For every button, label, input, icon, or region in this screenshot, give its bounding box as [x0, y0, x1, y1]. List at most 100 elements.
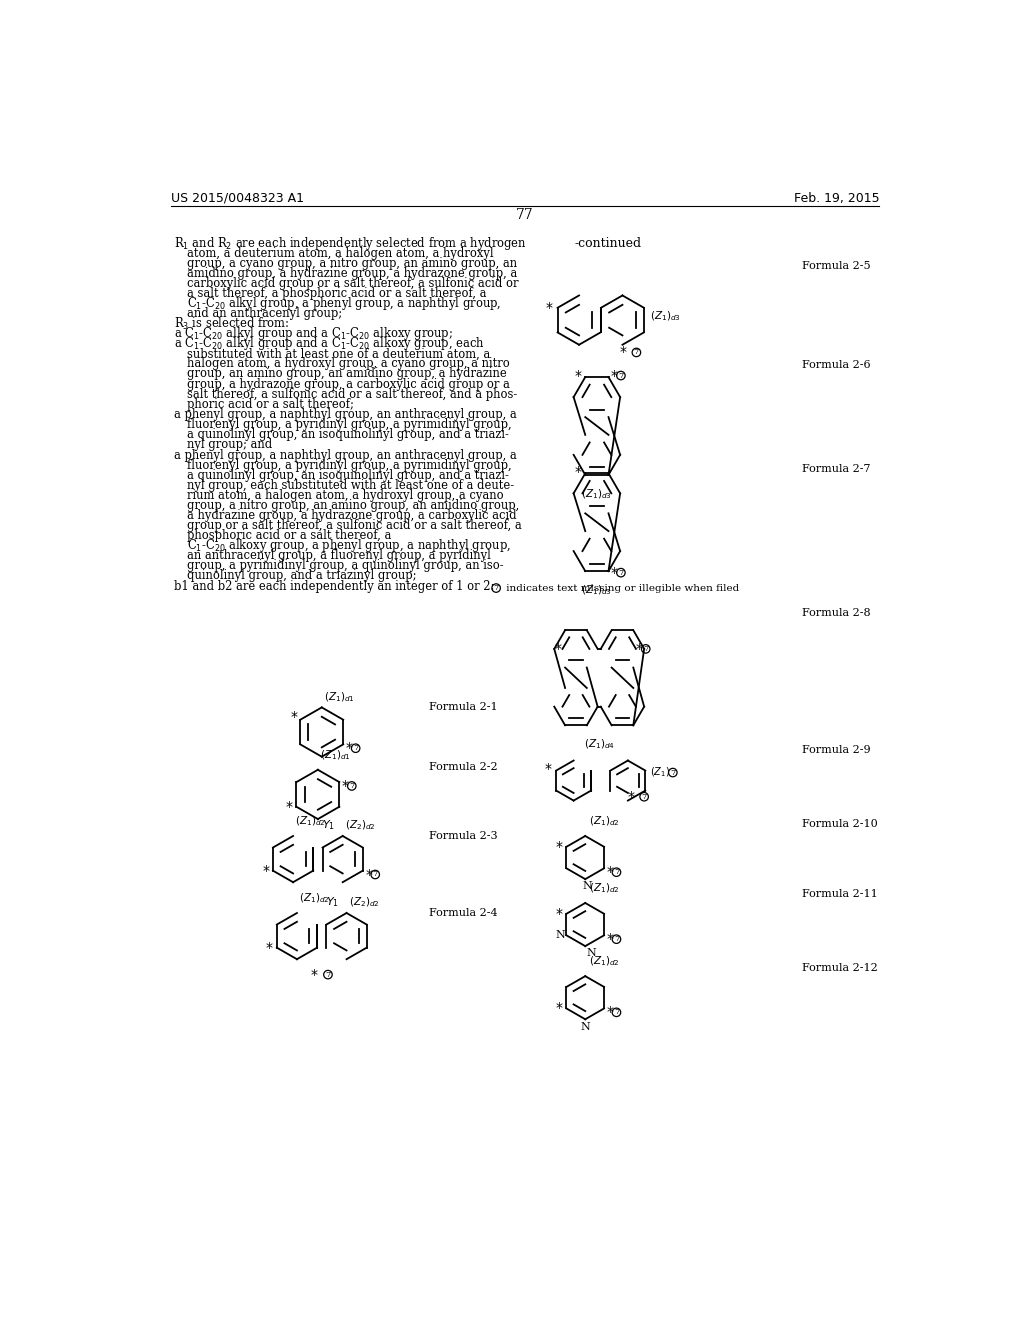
Text: 7: 7: [494, 583, 499, 593]
Text: *: *: [342, 779, 349, 793]
Text: N: N: [583, 882, 593, 891]
Text: 7: 7: [670, 768, 676, 776]
Text: R$_1$ and R$_2$ are each independently selected from a hydrogen: R$_1$ and R$_2$ are each independently s…: [174, 235, 527, 252]
Text: 7: 7: [326, 970, 331, 978]
Text: *: *: [266, 941, 273, 954]
Text: Formula 2-3: Formula 2-3: [429, 832, 498, 841]
Text: *: *: [627, 789, 634, 804]
Text: phoric acid or a salt thereof;: phoric acid or a salt thereof;: [187, 397, 353, 411]
Text: C$_1$-C$_{20}$ alkoxy group, a phenyl group, a naphthyl group,: C$_1$-C$_{20}$ alkoxy group, a phenyl gr…: [187, 537, 511, 554]
Text: $(Z_2)_{d2}$: $(Z_2)_{d2}$: [345, 818, 376, 832]
Text: R$_3$ is selected from:: R$_3$ is selected from:: [174, 315, 290, 333]
Text: *: *: [546, 301, 553, 314]
Text: group or a salt thereof, a sulfonic acid or a salt thereof, a: group or a salt thereof, a sulfonic acid…: [187, 519, 521, 532]
Text: $(Z_1)_{d3}$: $(Z_1)_{d3}$: [582, 583, 612, 597]
Text: *: *: [606, 932, 613, 946]
Text: fluorenyl group, a pyridinyl group, a pyrimidinyl group,: fluorenyl group, a pyridinyl group, a py…: [187, 418, 512, 432]
Text: $(Z_2)_{d2}$: $(Z_2)_{d2}$: [349, 895, 380, 909]
Text: *: *: [574, 465, 582, 479]
Text: a C$_1$-C$_{20}$ alkyl group and a C$_1$-C$_{20}$ alkoxy group, each: a C$_1$-C$_{20}$ alkyl group and a C$_1$…: [174, 335, 485, 352]
Text: carboxylic acid group or a salt thereof, a sulfonic acid or: carboxylic acid group or a salt thereof,…: [187, 277, 518, 289]
Text: *: *: [556, 1002, 562, 1015]
Text: group, a hydrazone group, a carboxylic acid group or a: group, a hydrazone group, a carboxylic a…: [187, 378, 510, 391]
Text: 7: 7: [618, 569, 624, 577]
Text: *: *: [345, 742, 352, 755]
Text: phosphoric acid or a salt thereof, a: phosphoric acid or a salt thereof, a: [187, 529, 391, 543]
Text: 7: 7: [373, 870, 378, 879]
Text: *: *: [636, 642, 643, 656]
Text: $(Z_1)_{d4}$: $(Z_1)_{d4}$: [584, 738, 614, 751]
Text: b1 and b2 are each independently an integer of 1 or 2:: b1 and b2 are each independently an inte…: [174, 579, 495, 593]
Text: Formula 2-7: Formula 2-7: [802, 463, 870, 474]
Text: *: *: [606, 1006, 613, 1019]
Text: a phenyl group, a naphthyl group, an anthracenyl group, a: a phenyl group, a naphthyl group, an ant…: [174, 408, 517, 421]
Text: group, an amino group, an amidino group, a hydrazine: group, an amino group, an amidino group,…: [187, 367, 507, 380]
Text: Formula 2-8: Formula 2-8: [802, 607, 870, 618]
Text: $(Z_1)_{d2}$: $(Z_1)_{d2}$: [589, 814, 620, 829]
Text: 7: 7: [634, 348, 639, 356]
Text: *: *: [554, 642, 561, 656]
Text: 7: 7: [641, 793, 647, 801]
Text: quinolinyl group, and a triazinyl group;: quinolinyl group, and a triazinyl group;: [187, 569, 417, 582]
Text: C$_1$-C$_{20}$ alkyl group, a phenyl group, a naphthyl group,: C$_1$-C$_{20}$ alkyl group, a phenyl gro…: [187, 294, 501, 312]
Text: *: *: [545, 762, 552, 776]
Text: Formula 2-6: Formula 2-6: [802, 360, 870, 370]
Text: group, a pyrimidinyl group, a quinolinyl group, an iso-: group, a pyrimidinyl group, a quinolinyl…: [187, 560, 504, 573]
Text: $(Z_1)_{d2}$: $(Z_1)_{d2}$: [589, 954, 620, 969]
Text: Formula 2-1: Formula 2-1: [429, 702, 498, 711]
Text: 77: 77: [516, 207, 534, 222]
Text: $Y_1$: $Y_1$: [326, 895, 339, 909]
Text: Formula 2-9: Formula 2-9: [802, 744, 870, 755]
Text: 7: 7: [613, 1008, 620, 1016]
Text: $(Z_1)_{d2}$: $(Z_1)_{d2}$: [299, 892, 330, 906]
Text: $(Z_1)$: $(Z_1)$: [649, 766, 670, 779]
Text: Formula 2-4: Formula 2-4: [429, 908, 498, 917]
Text: 7: 7: [353, 744, 358, 752]
Text: N: N: [555, 931, 565, 940]
Text: Formula 2-5: Formula 2-5: [802, 261, 870, 271]
Text: $(Z_1)_{d2}$: $(Z_1)_{d2}$: [589, 882, 620, 895]
Text: amidino group, a hydrazine group, a hydrazone group, a: amidino group, a hydrazine group, a hydr…: [187, 267, 517, 280]
Text: a salt thereof, a phosphoric acid or a salt thereof, a: a salt thereof, a phosphoric acid or a s…: [187, 286, 486, 300]
Text: $(Z_1)_{d1}$: $(Z_1)_{d1}$: [324, 690, 355, 704]
Text: N: N: [581, 1022, 590, 1031]
Text: group, a nitro group, an amino group, an amidino group,: group, a nitro group, an amino group, an…: [187, 499, 519, 512]
Text: 7: 7: [643, 645, 648, 653]
Text: Formula 2-12: Formula 2-12: [802, 964, 878, 973]
Text: an anthracenyl group, a fluorenyl group, a pyridinyl: an anthracenyl group, a fluorenyl group,…: [187, 549, 490, 562]
Text: 7: 7: [349, 781, 354, 789]
Text: $(Z_1)_{d3}$: $(Z_1)_{d3}$: [582, 487, 612, 500]
Text: a phenyl group, a naphthyl group, an anthracenyl group, a: a phenyl group, a naphthyl group, an ant…: [174, 449, 517, 462]
Text: halogen atom, a hydroxyl group, a cyano group, a nitro: halogen atom, a hydroxyl group, a cyano …: [187, 358, 510, 371]
Text: *: *: [291, 710, 298, 725]
Text: N: N: [587, 949, 597, 958]
Text: rium atom, a halogen atom, a hydroxyl group, a cyano: rium atom, a halogen atom, a hydroxyl gr…: [187, 490, 504, 502]
Text: atom, a deuterium atom, a halogen atom, a hydroxyl: atom, a deuterium atom, a halogen atom, …: [187, 247, 494, 260]
Text: and an anthracenyl group;: and an anthracenyl group;: [187, 306, 342, 319]
Text: *: *: [556, 907, 562, 921]
Text: *: *: [574, 368, 582, 383]
Text: *: *: [366, 867, 372, 882]
Text: group, a cyano group, a nitro group, an amino group, an: group, a cyano group, a nitro group, an …: [187, 256, 517, 269]
Text: *: *: [611, 566, 617, 579]
Text: $Y_1$: $Y_1$: [322, 818, 335, 832]
Text: $(Z_1)_{d2}$: $(Z_1)_{d2}$: [295, 814, 326, 829]
Text: Formula 2-10: Formula 2-10: [802, 820, 878, 829]
Text: a C$_1$-C$_{20}$ alkyl group and a C$_1$-C$_{20}$ alkoxy group;: a C$_1$-C$_{20}$ alkyl group and a C$_1$…: [174, 326, 454, 342]
Text: nyl group, each substituted with at least one of a deute-: nyl group, each substituted with at leas…: [187, 479, 514, 492]
Text: a quinolinyl group, an isoquinolinyl group, and a triazi-: a quinolinyl group, an isoquinolinyl gro…: [187, 469, 509, 482]
Text: salt thereof, a sulfonic acid or a salt thereof, and a phos-: salt thereof, a sulfonic acid or a salt …: [187, 388, 517, 400]
Text: *: *: [556, 840, 562, 854]
Text: *: *: [611, 368, 617, 383]
Text: *: *: [311, 968, 317, 982]
Text: 7: 7: [613, 935, 620, 944]
Text: 7: 7: [618, 371, 624, 380]
Text: nyl group; and: nyl group; and: [187, 438, 272, 451]
Text: a hydrazine group, a hydrazone group, a carboxylic acid: a hydrazine group, a hydrazone group, a …: [187, 510, 516, 523]
Text: *: *: [262, 863, 269, 878]
Text: a quinolinyl group, an isoquinolinyl group, and a triazi-: a quinolinyl group, an isoquinolinyl gro…: [187, 428, 509, 441]
Text: indicates text missing or illegible when filed: indicates text missing or illegible when…: [503, 583, 739, 593]
Text: Feb. 19, 2015: Feb. 19, 2015: [795, 191, 880, 205]
Text: US 2015/0048323 A1: US 2015/0048323 A1: [171, 191, 304, 205]
Text: fluorenyl group, a pyridinyl group, a pyrimidinyl group,: fluorenyl group, a pyridinyl group, a py…: [187, 459, 512, 473]
